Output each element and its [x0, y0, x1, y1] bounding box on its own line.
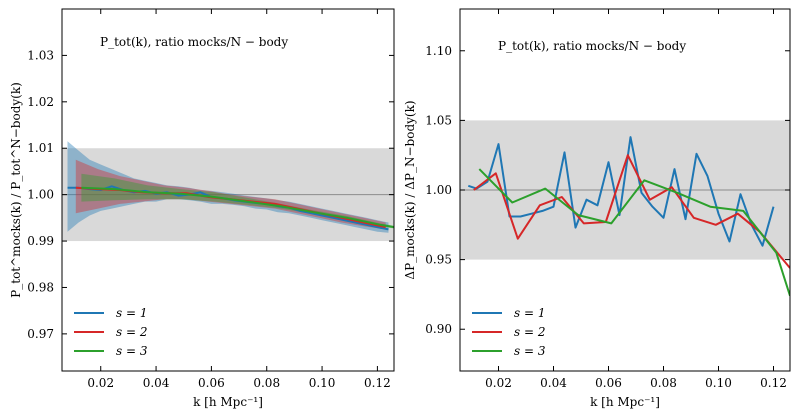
y-tick-label: 0.90 [425, 322, 452, 336]
x-tick-label: 0.04 [540, 376, 567, 390]
series-1-band [67, 141, 389, 233]
legend-label-2: s = 2 [514, 325, 545, 339]
legend-label-3: s = 3 [116, 344, 148, 358]
y-tick-label: 0.95 [425, 253, 452, 267]
x-tick-label: 0.02 [87, 376, 114, 390]
x-tick-label: 0.04 [143, 376, 170, 390]
x-axis-label: k [h Mpc⁻¹] [193, 395, 263, 409]
y-axis-label: P_tot^mocks(k) / P_tot^N−body(k) [9, 82, 23, 298]
legend-label-2: s = 2 [116, 325, 147, 339]
x-tick-label: 0.10 [705, 376, 732, 390]
axes-frame [61, 8, 395, 372]
y-tick-label: 1.10 [425, 44, 452, 58]
y-axis-label: ΔP_mocks(k) / ΔP_N−body(k) [403, 100, 417, 279]
series-1-line [467, 136, 775, 247]
series-3-line [478, 168, 790, 297]
y-tick-label: 1.03 [27, 48, 54, 62]
series-3-line [81, 186, 394, 229]
right-chart-panel: 0.02 0.04 0.06 0.08 0.10 0.12 0.90 0.95 1.00 1.05… [403, 8, 791, 409]
y-tick-label: 1.02 [27, 95, 54, 109]
panel-annotation: P_tot(k), ratio mocks/N − body [498, 39, 686, 53]
y-tick-label: 0.97 [27, 327, 54, 341]
panel-annotation: P_tot(k), ratio mocks/N − body [100, 35, 288, 49]
y-tick-label: 1.00 [425, 183, 452, 197]
x-tick-label: 0.02 [485, 376, 512, 390]
y-tick-label: 0.98 [27, 280, 54, 294]
x-tick-label: 0.06 [198, 376, 225, 390]
x-tick-label: 0.08 [253, 376, 280, 390]
x-tick-label: 0.12 [760, 376, 787, 390]
x-tick-label: 0.10 [309, 376, 336, 390]
y-tick-label: 1.00 [27, 188, 54, 202]
legend-label-3: s = 3 [514, 344, 546, 358]
x-tick-label: 0.08 [650, 376, 677, 390]
plot-area [62, 141, 394, 242]
plot-area [460, 120, 790, 297]
legend-label-1: s = 1 [116, 306, 147, 320]
x-tick-label: 0.06 [595, 376, 622, 390]
x-axis-label: k [h Mpc⁻¹] [590, 395, 660, 409]
left-chart-panel: 0.02 0.04 0.06 0.08 0.10 0.12 0.97 0.98 0.99 1.00… [9, 8, 395, 409]
legend-label-1: s = 1 [514, 306, 545, 320]
series-2-line [473, 154, 790, 269]
y-tick-label: 0.99 [27, 234, 54, 248]
y-tick-label: 1.05 [425, 113, 452, 127]
y-tick-label: 1.01 [27, 141, 54, 155]
x-tick-label: 0.12 [364, 376, 391, 390]
